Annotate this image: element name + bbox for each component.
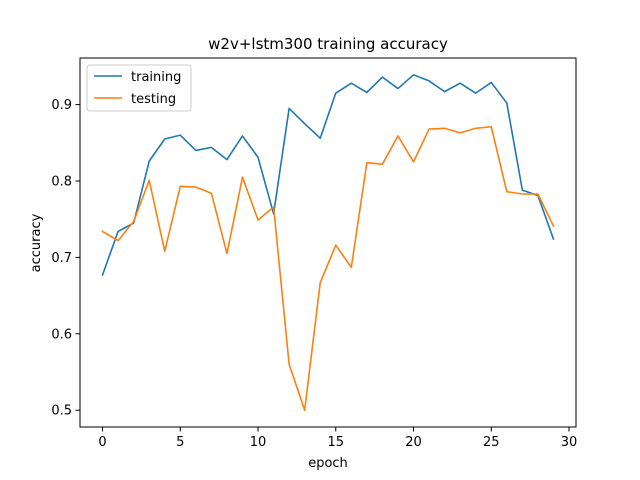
series-line-training	[101, 74, 555, 276]
plot-frame	[79, 57, 577, 428]
y-tick-label: 0.7	[51, 251, 72, 266]
y-axis-title: accuracy	[29, 213, 44, 272]
x-tick-label: 15	[328, 435, 345, 450]
series-line-testing	[101, 125, 555, 411]
x-axis-title: epoch	[308, 456, 348, 471]
y-tick-label: 0.6	[51, 327, 72, 342]
x-tick-label: 25	[483, 435, 500, 450]
y-tick-label: 0.5	[51, 404, 72, 419]
x-tick-label: 30	[561, 435, 578, 450]
x-axis-ticks: 0 5 10 15 20 25 30	[98, 427, 577, 450]
y-tick-label: 0.9	[51, 98, 72, 113]
x-tick-label: 0	[98, 435, 106, 450]
x-tick-label: 10	[250, 435, 267, 450]
x-tick-label: 5	[176, 435, 184, 450]
legend: training testing	[86, 64, 192, 112]
series-lines	[101, 74, 555, 411]
y-tick-label: 0.8	[51, 175, 72, 190]
chart-title: w2v+lstm300 training accuracy	[208, 35, 448, 53]
x-tick-label: 20	[405, 435, 422, 450]
legend-label-training: training	[131, 70, 181, 85]
legend-label-testing: testing	[131, 92, 176, 107]
y-axis-ticks: 0.5 0.6 0.7 0.8 0.9	[51, 98, 80, 419]
